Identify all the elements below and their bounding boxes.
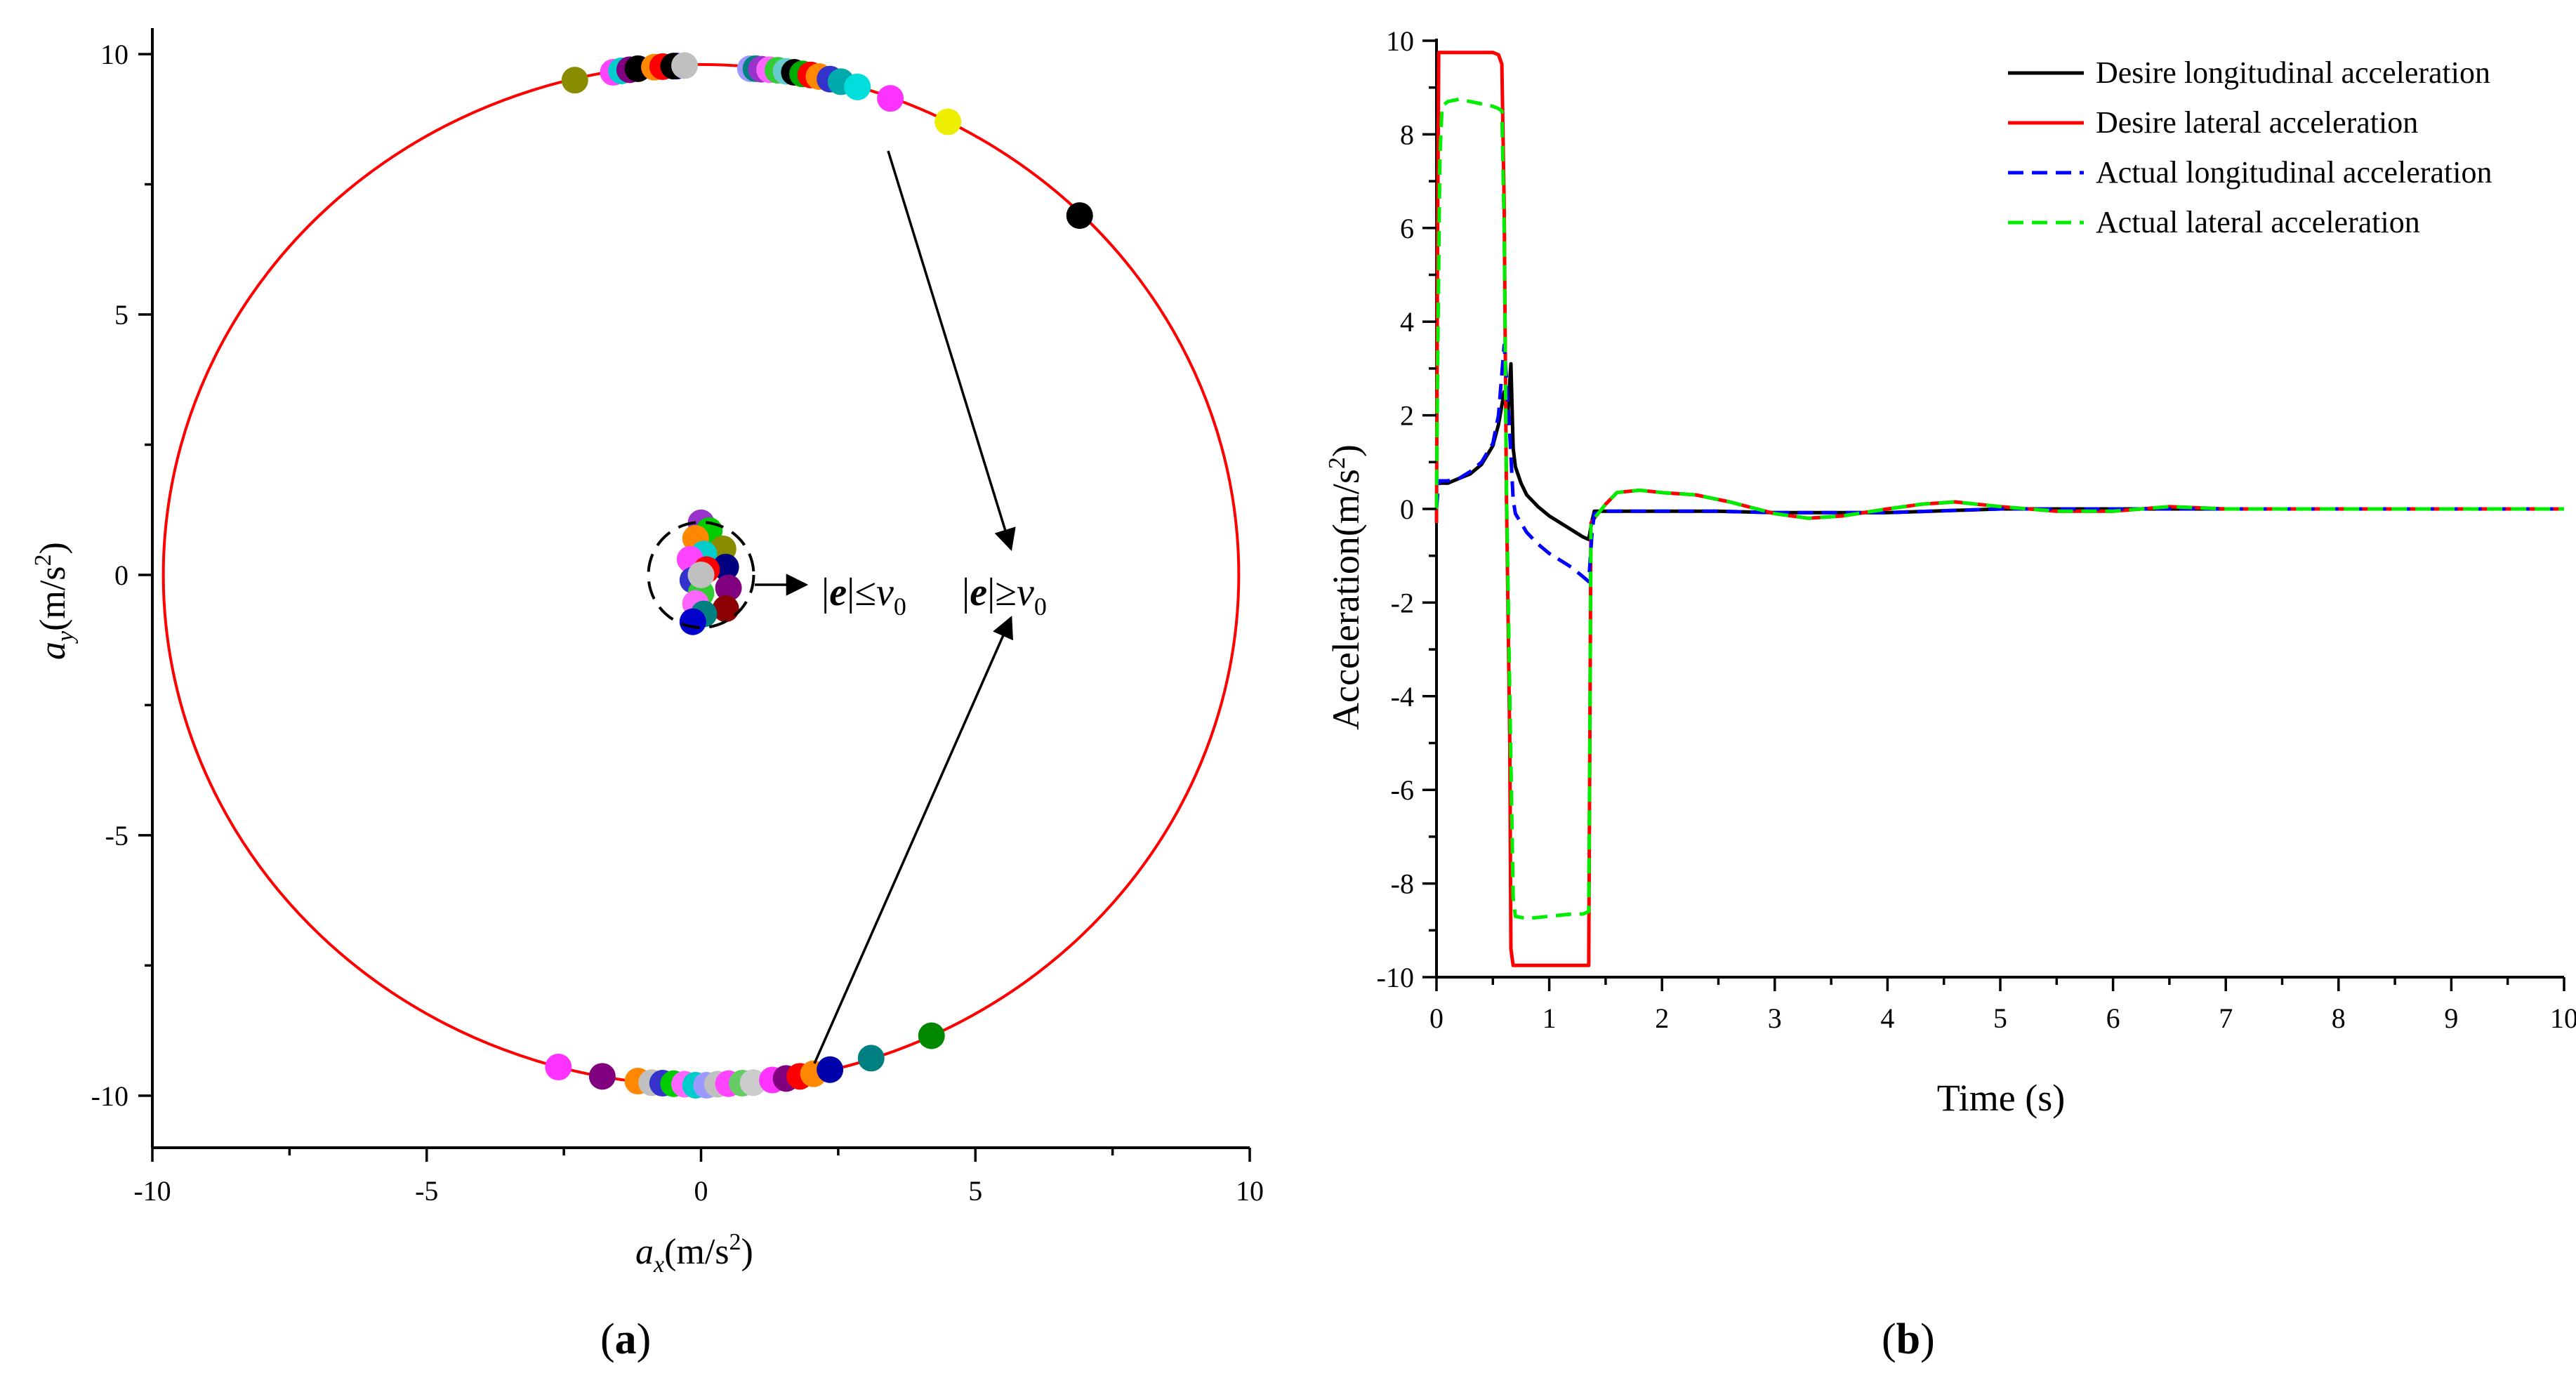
scatter-point-61: [687, 561, 715, 588]
b-y-tick-label: -2: [1391, 587, 1414, 618]
a-x-tick-label: 10: [1236, 1175, 1264, 1207]
outer-arrow-top: [887, 150, 1016, 552]
a-x-tick-label: 5: [968, 1175, 982, 1207]
a-y-tick-label: -10: [91, 1080, 128, 1112]
b-x-tick-label: 1: [1543, 1002, 1557, 1034]
b-y-tick-label: -6: [1391, 774, 1414, 806]
b-y-tick-label: 8: [1400, 119, 1414, 150]
outer-arrow-bottom: [813, 616, 1013, 1064]
legend-label-2: Actual longitudinal acceleration: [2096, 155, 2492, 190]
scatter-point-22: [844, 73, 871, 100]
scatter-point-9: [671, 52, 699, 79]
panel-a-tick-labels: -10 -5 0 5 10 10 5 0 -5 -10: [91, 39, 1264, 1207]
legend-label-3: Actual lateral acceleration: [2096, 205, 2420, 239]
panel-b-line-chart: 0 1 2 3 4 5 6 7 8 9 10 10 8 6 4 2 0 -2 -4 -6 -8 -10 Desire lo…: [1324, 25, 2576, 1363]
series-line-0: [1435, 362, 2564, 541]
b-x-tick-label: 9: [2444, 1002, 2458, 1034]
scatter-point-45: [918, 1022, 945, 1049]
panel-b-tick-labels: 0 1 2 3 4 5 6 7 8 9 10 10 8 6 4 2 0 -2 -4 -6 -8 -10: [1377, 25, 2576, 1034]
panel-a-scatter: -10 -5 0 5 10 10 5 0 -5 -10 |e|≤v0 |e|≥v0 ax(m/s2…: [30, 28, 1264, 1363]
panel-b-y-label: Acceleration(m/s2): [1324, 444, 1367, 730]
series-line-2: [1434, 343, 2564, 583]
a-x-tick-label: -5: [415, 1175, 438, 1207]
b-x-tick-label: 0: [1429, 1002, 1444, 1034]
scatter-point-44: [857, 1045, 885, 1072]
scatter-point-25: [1066, 202, 1093, 230]
panel-a-y-label: ay(m/s2): [30, 542, 79, 660]
panel-a-caption: (a): [600, 1316, 651, 1363]
panel-b-caption: (b): [1882, 1316, 1935, 1363]
b-y-tick-label: 6: [1400, 213, 1414, 244]
b-y-tick-label: 4: [1400, 306, 1414, 338]
b-x-tick-label: 6: [2106, 1002, 2120, 1034]
b-y-tick-label: 10: [1386, 25, 1414, 57]
a-y-tick-label: 0: [114, 559, 128, 591]
legend-label-1: Desire lateral acceleration: [2096, 105, 2418, 140]
scatter-point-58: [712, 595, 739, 623]
b-x-tick-label: 7: [2219, 1002, 2233, 1034]
b-y-tick-label: -10: [1377, 962, 1414, 993]
legend-label-0: Desire longitudinal acceleration: [2096, 55, 2490, 90]
a-x-tick-label: -10: [133, 1175, 171, 1207]
a-y-tick-label: -5: [105, 820, 128, 851]
b-y-tick-label: -8: [1391, 868, 1414, 900]
panel-a-points-layer: [545, 52, 1093, 1099]
panel-b-ticks: [1422, 39, 2565, 991]
panel-b-legend: Desire longitudinal acceleration Desire l…: [2008, 55, 2492, 239]
scatter-point-55: [715, 574, 742, 602]
b-y-tick-label: 2: [1400, 400, 1414, 432]
b-y-tick-label: -4: [1391, 681, 1414, 713]
b-x-tick-label: 3: [1768, 1002, 1782, 1034]
scatter-point-27: [588, 1063, 616, 1090]
b-x-tick-label: 5: [1993, 1002, 2007, 1034]
b-x-tick-label: 2: [1655, 1002, 1669, 1034]
panel-a-ticks: [138, 53, 1251, 1162]
scatter-point-60: [679, 608, 706, 635]
b-x-tick-label: 8: [2332, 1002, 2346, 1034]
scatter-point-23: [877, 85, 904, 112]
inner-region-label: |e|≤v0: [821, 571, 906, 621]
b-x-tick-label: 10: [2550, 1002, 2576, 1034]
panel-a-x-label: ax(m/s2): [635, 1229, 753, 1278]
a-y-tick-label: 10: [100, 39, 128, 70]
panel-b-series-layer: [1434, 51, 2564, 967]
b-y-tick-label: 0: [1400, 493, 1414, 525]
series-line-3: [1434, 97, 2564, 921]
panel-b-x-label: Time (s): [1937, 1077, 2066, 1119]
scatter-point-26: [545, 1054, 572, 1081]
b-x-tick-label: 4: [1880, 1002, 1894, 1034]
outer-region-label: |e|≥v0: [962, 571, 1047, 621]
scatter-point-0: [561, 67, 588, 94]
a-y-tick-label: 5: [114, 299, 128, 331]
scatter-point-43: [817, 1056, 844, 1083]
scatter-point-24: [934, 108, 962, 135]
a-x-tick-label: 0: [694, 1175, 708, 1207]
inner-region-boundary: [647, 520, 755, 629]
